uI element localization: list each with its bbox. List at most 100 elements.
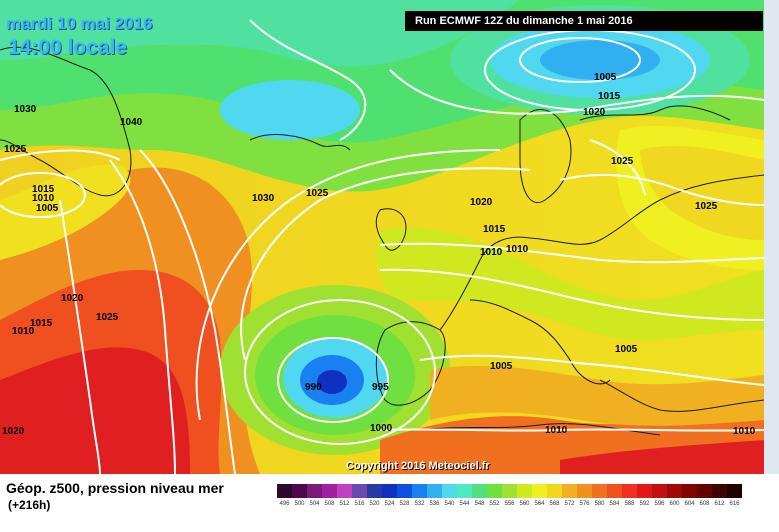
- scale-swatch: [532, 484, 547, 498]
- copyright: Copyright 2016 Meteociel.fr: [346, 460, 490, 472]
- isobar-label: 1010: [545, 425, 568, 436]
- run-info: Run ECMWF 12Z du dimanche 1 mai 2016: [405, 11, 763, 31]
- isobar-label: 1025: [4, 144, 27, 155]
- scale-swatch: [457, 484, 472, 498]
- scale-label: 596: [654, 501, 665, 507]
- scale-label: 544: [459, 501, 470, 507]
- scale-swatch: [487, 484, 502, 498]
- isobar-label: 1025: [695, 201, 718, 212]
- scale-label: 572: [564, 501, 575, 507]
- scale-label: 552: [489, 501, 500, 507]
- isobars: [0, 19, 764, 474]
- scale-label: 504: [309, 501, 320, 507]
- isobar-label: 1025: [306, 188, 329, 199]
- scale-label: 528: [399, 501, 410, 507]
- scale-label: 560: [519, 501, 530, 507]
- isobar-label: 1005: [36, 203, 59, 214]
- scale-swatch: [577, 484, 592, 498]
- scale-label: 608: [699, 501, 710, 507]
- pressure-map: mardi 10 mai 2016 14:00 locale Run ECMWF…: [0, 0, 764, 474]
- zone-536: [0, 0, 520, 67]
- scale-swatch: [622, 484, 637, 498]
- scale-label: 592: [639, 501, 650, 507]
- scale-swatch: [712, 484, 727, 498]
- scale-label: 600: [669, 501, 680, 507]
- forecast-time: 14:00 locale: [8, 36, 128, 59]
- med-556: [430, 365, 764, 426]
- scale-swatch: [337, 484, 352, 498]
- scale-label: 580: [594, 501, 605, 507]
- scale-swatch: [367, 484, 382, 498]
- scale-swatch: [652, 484, 667, 498]
- isobar-label: 1015: [598, 91, 621, 102]
- scale-label: 516: [354, 501, 365, 507]
- scale-swatch: [697, 484, 712, 498]
- isobar-label: 1010: [506, 244, 529, 255]
- scale-swatch: [562, 484, 577, 498]
- isobar-label: 1015: [483, 224, 506, 235]
- scale-label: 604: [684, 501, 695, 507]
- scale-swatch: [397, 484, 412, 498]
- map-canvas: [0, 0, 764, 474]
- scale-swatch: [322, 484, 337, 498]
- scale-label: 576: [579, 501, 590, 507]
- scale-label: 584: [609, 501, 620, 507]
- europe-556: [376, 227, 764, 340]
- isobar-label: 1040: [120, 117, 143, 128]
- scale-swatch: [382, 484, 397, 498]
- isobar-label: 1025: [96, 312, 119, 323]
- scale-label: 500: [294, 501, 305, 507]
- isobar-label: 1030: [14, 104, 37, 115]
- scale-swatch: [607, 484, 622, 498]
- isobar-label: 1020: [2, 426, 25, 437]
- isobar-label: 1025: [611, 156, 634, 167]
- scale-label: 616: [729, 501, 740, 507]
- scale-label: 508: [324, 501, 335, 507]
- scale-label: 536: [429, 501, 440, 507]
- scale-label: 520: [369, 501, 380, 507]
- isobar-label: 1010: [733, 426, 756, 437]
- scale-swatch: [442, 484, 457, 498]
- isobar-label: 1005: [594, 72, 617, 83]
- scale-swatch: [727, 484, 742, 498]
- scale-label: 548: [474, 501, 485, 507]
- isobar-label: 1020: [583, 107, 606, 118]
- scale-swatch: [352, 484, 367, 498]
- low-iberia-core: [317, 370, 347, 394]
- scale-label: 532: [414, 501, 425, 507]
- atlantic-cyan-patch: [220, 80, 360, 140]
- isobar-label: 1005: [615, 344, 638, 355]
- scale-label: 524: [384, 501, 395, 507]
- isobar-label: 1020: [61, 293, 84, 304]
- isobar-label: 995: [372, 382, 389, 393]
- isobar-label: 1005: [490, 361, 513, 372]
- scale-label: 540: [444, 501, 455, 507]
- west-yellow: [0, 164, 131, 260]
- scale-swatch: [277, 484, 292, 498]
- isobar-label: 1010: [32, 193, 55, 204]
- variable-title: Géop. z500, pression niveau mer: [6, 480, 224, 496]
- scale-swatch: [502, 484, 517, 498]
- arctic-low-core: [540, 40, 660, 80]
- legend-footer: Géop. z500, pression niveau mer (+216h) …: [0, 474, 779, 532]
- scale-swatch: [292, 484, 307, 498]
- forecast-date: mardi 10 mai 2016: [6, 14, 153, 33]
- scale-label: 564: [534, 501, 545, 507]
- scale-label: 588: [624, 501, 635, 507]
- scale-label: 612: [714, 501, 725, 507]
- scale-label: 496: [279, 501, 290, 507]
- scale-swatch: [592, 484, 607, 498]
- scale-label: 568: [549, 501, 560, 507]
- scale-label: 512: [339, 501, 350, 507]
- east-europe-568: [640, 145, 764, 240]
- isobar-label: 1030: [252, 193, 275, 204]
- scale-label: 556: [504, 501, 515, 507]
- isobar-label: 1000: [370, 423, 393, 434]
- isobar-label: 1015: [30, 318, 53, 329]
- right-border: [764, 0, 779, 474]
- isobar-label: 1010: [12, 326, 35, 337]
- isobar-label: 1020: [470, 197, 493, 208]
- scale-swatch: [307, 484, 322, 498]
- scale-swatch: [637, 484, 652, 498]
